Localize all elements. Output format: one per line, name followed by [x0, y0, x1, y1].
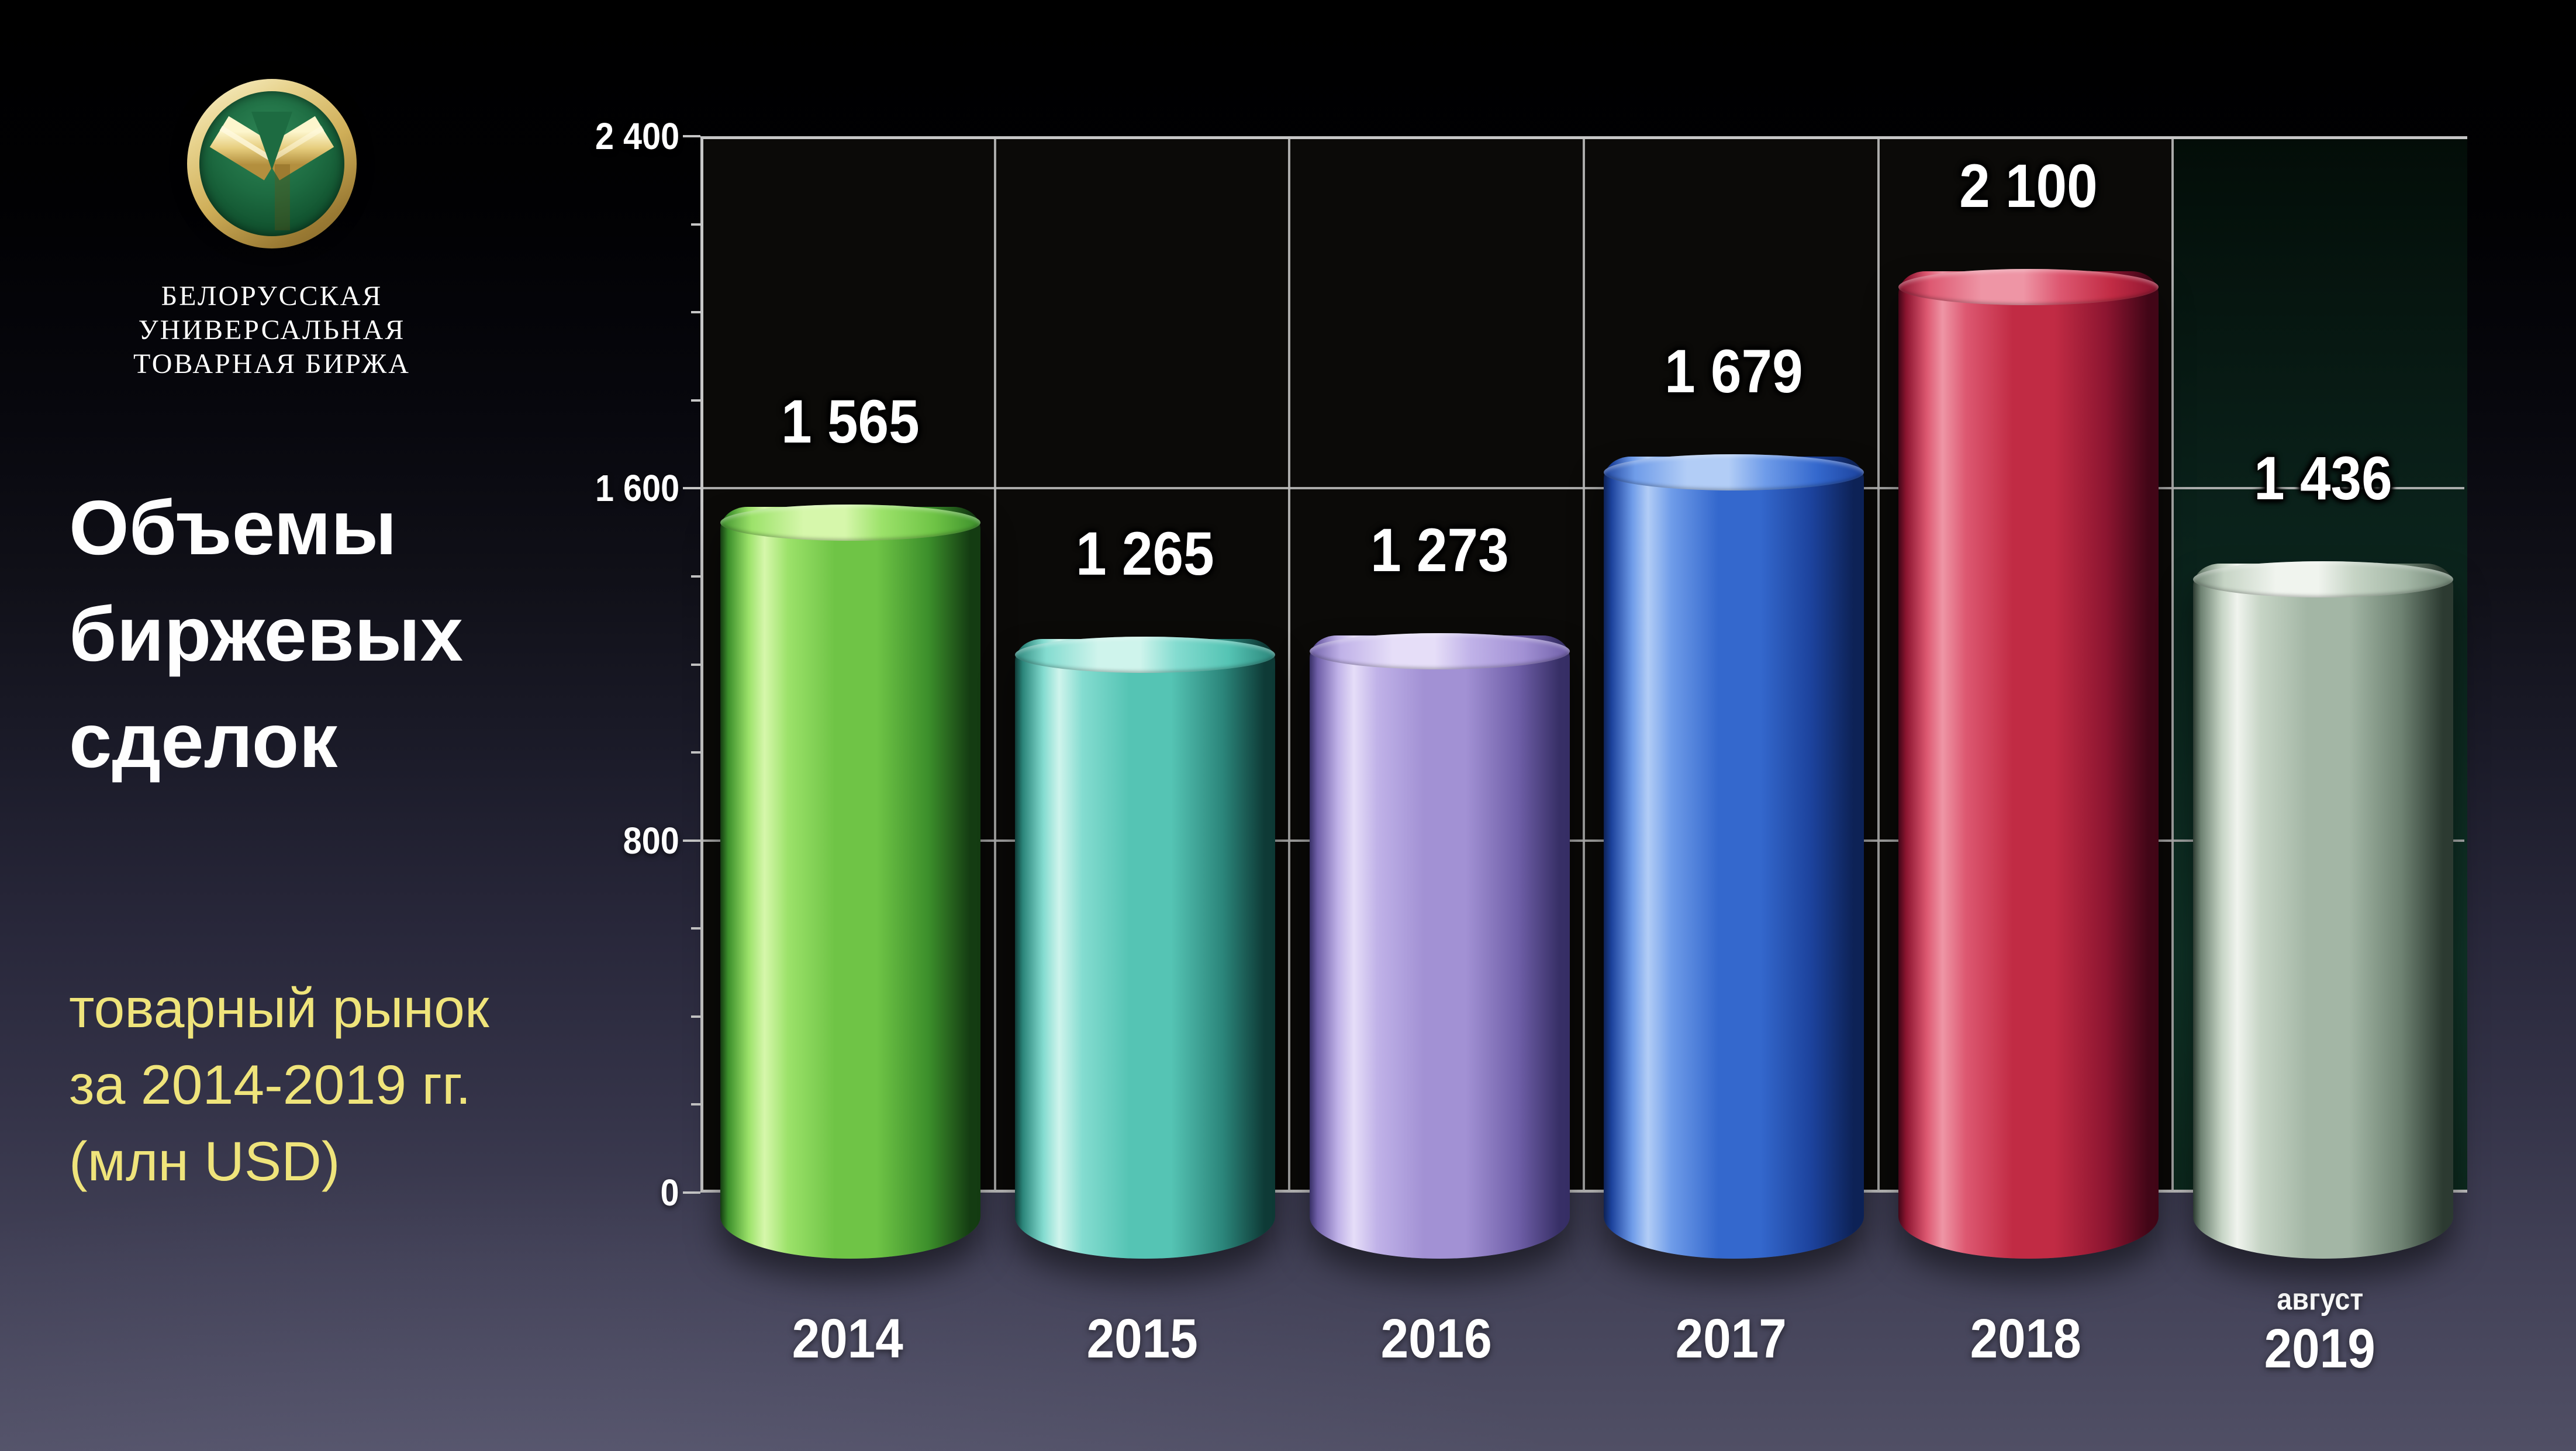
bar-2016: [1309, 633, 1570, 1259]
value-label-text: 1 436: [2253, 444, 2392, 513]
year-label-text: 2014: [792, 1308, 903, 1370]
page-title: Объемы биржевых сделок: [69, 475, 463, 794]
gridline-vertical: [1288, 139, 1291, 1190]
value-label: 1 565: [675, 384, 1026, 460]
y-tick-major: [683, 487, 700, 490]
gridline-vertical: [1583, 139, 1585, 1190]
value-label: 1 436: [2147, 441, 2498, 517]
value-label-text: 2 100: [1959, 151, 2098, 220]
y-tick-minor: [691, 1015, 700, 1018]
y-tick-minor: [691, 311, 700, 314]
y-axis-label: 2 400: [475, 110, 679, 163]
gridline-vertical: [1877, 139, 1880, 1190]
y-tick-minor: [691, 751, 700, 754]
y-axis-label-text: 800: [623, 819, 679, 862]
value-label: 1 273: [1264, 513, 1615, 589]
bar-2017: [1604, 454, 1864, 1259]
y-tick-minor: [691, 663, 700, 666]
bar-2015: [1015, 636, 1275, 1259]
value-label-text: 1 273: [1370, 516, 1509, 585]
subtitle-line3: (млн USD): [69, 1131, 340, 1193]
y-axis-label: 800: [475, 814, 679, 867]
chart-subtitle: товарный рынок за 2014-2019 гг. (млн USD…: [69, 970, 489, 1200]
year-label: 2017: [1556, 1304, 1907, 1374]
month-label-text: август: [2277, 1283, 2364, 1317]
month-label: август: [2145, 1281, 2495, 1318]
plot-area: 1 565 1 265 1 273 1 679 2 100 1 436: [700, 136, 2467, 1259]
y-tick-minor: [691, 1103, 700, 1106]
year-label-text: 2016: [1381, 1308, 1493, 1370]
y-tick-minor: [691, 223, 700, 226]
y-tick-major: [683, 135, 700, 137]
y-tick-major: [683, 839, 700, 842]
buce-logo-icon: [187, 79, 357, 248]
year-label: 2015: [967, 1304, 1318, 1374]
year-label: 2018: [1850, 1304, 2201, 1374]
org-name-line2: УНИВЕРСАЛЬНАЯ: [138, 315, 406, 346]
logo-trident-glyph: [209, 112, 334, 230]
gridline-vertical: [993, 139, 996, 1190]
year-label-text: 2019: [2264, 1318, 2376, 1380]
y-axis-label: 1 600: [475, 462, 679, 514]
value-label-text: 1 265: [1076, 519, 1214, 588]
gridline-vertical: [2171, 139, 2174, 1190]
org-name: БЕЛОРУССКАЯ УНИВЕРСАЛЬНАЯ ТОВАРНАЯ БИРЖА: [67, 279, 476, 381]
org-name-line3: ТОВАРНАЯ БИРЖА: [133, 348, 410, 379]
y-tick-minor: [691, 399, 700, 402]
title-line1: Объемы: [69, 485, 397, 571]
value-label: 1 679: [1559, 334, 1909, 410]
y-tick-major: [683, 1191, 700, 1194]
y-tick-minor: [691, 927, 700, 930]
subtitle-line1: товарный рынок: [69, 977, 489, 1039]
year-label-text: 2017: [1675, 1308, 1787, 1370]
y-axis-label: 0: [475, 1166, 679, 1219]
bar-август 2019: [2192, 561, 2453, 1259]
year-label-text: 2015: [1086, 1308, 1198, 1370]
value-label-text: 1 679: [1665, 337, 1804, 406]
subtitle-line2: за 2014-2019 гг.: [69, 1054, 471, 1116]
value-label-text: 1 565: [781, 387, 920, 456]
y-axis-label-text: 1 600: [595, 467, 679, 510]
bar-2014: [720, 504, 981, 1259]
title-line2: биржевых: [69, 591, 464, 677]
year-label: 2014: [672, 1304, 1023, 1374]
value-label: 1 265: [970, 516, 1321, 592]
org-name-line1: БЕЛОРУССКАЯ: [161, 281, 383, 312]
y-axis-label-text: 0: [660, 1172, 679, 1214]
year-label-text: 2018: [1970, 1308, 2081, 1370]
year-label: 2016: [1261, 1304, 1612, 1374]
year-label: 2019: [2145, 1317, 2495, 1381]
y-axis-label-text: 2 400: [595, 115, 679, 157]
value-label: 2 100: [1853, 148, 2204, 224]
bar-2018: [1898, 268, 2159, 1259]
y-tick-minor: [691, 575, 700, 578]
title-line3: сделок: [69, 697, 338, 783]
